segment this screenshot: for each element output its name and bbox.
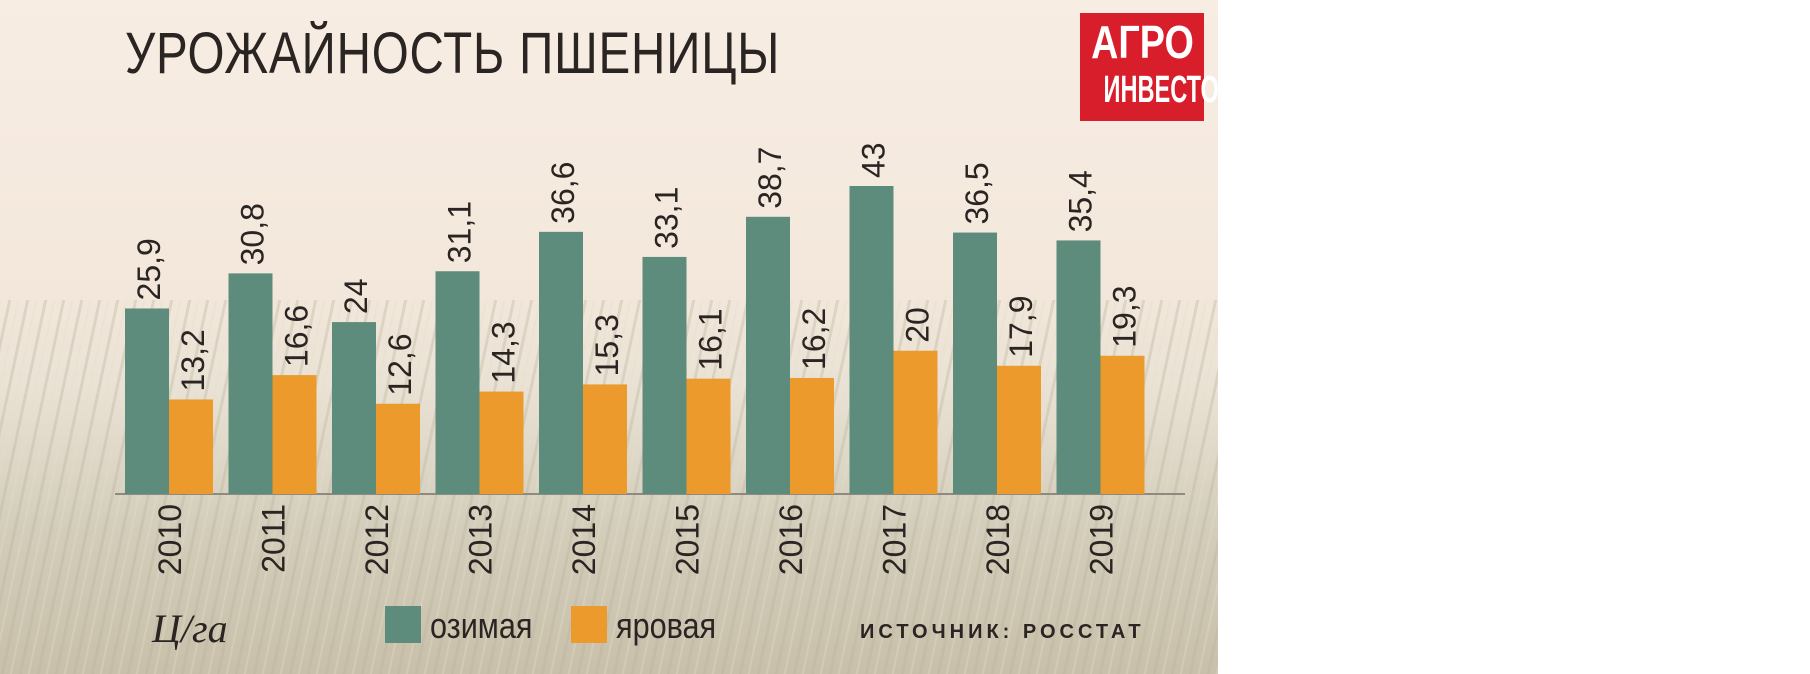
data-label-spring-2018: 17,9 [1003,296,1039,358]
data-label-winter-2019: 35,4 [1063,170,1099,232]
data-label-spring-2015: 16,1 [693,308,729,370]
x-tick-label-2013: 2013 [463,504,499,575]
bar-winter-2015 [642,256,687,494]
x-tick-label-2019: 2019 [1084,504,1120,575]
bar-spring-2016 [790,377,834,494]
chart-title: УРОЖАЙНОСТЬ ПШЕНИЦЫ [125,21,781,86]
infographic-panel: УРОЖАЙНОСТЬ ПШЕНИЦЫ АГРО ИНВЕСТОР 25,913… [0,0,1218,674]
x-tick-label-2012: 2012 [359,504,395,575]
x-tick-label-2010: 2010 [152,504,188,575]
data-label-winter-2011: 30,8 [235,203,271,265]
source-note: ИСТОЧНИК: РОССТАТ [860,621,1145,643]
bar-spring-2015 [686,378,731,494]
bar-spring-2010 [169,399,213,494]
bar-winter-2010 [125,308,169,494]
data-label-spring-2014: 15,3 [589,314,625,376]
x-tick-label-2016: 2016 [773,504,809,575]
bar-winter-2016 [746,216,790,495]
bar-winter-2012 [332,322,376,494]
legend-swatch-winter [385,606,421,643]
data-label-winter-2010: 25,9 [131,238,167,300]
data-label-spring-2019: 19,3 [1107,285,1143,347]
bar-spring-2012 [376,403,420,494]
x-tick-label-2015: 2015 [670,504,706,575]
bar-spring-2017 [893,350,938,494]
data-label-winter-2015: 33,1 [649,187,685,249]
bar-spring-2013 [479,391,524,494]
data-label-spring-2010: 13,2 [175,329,211,391]
legend-label-spring: яровая [616,605,717,646]
logo-line-1: АГРО [1091,16,1194,68]
bar-spring-2014 [583,384,627,494]
unit-label: Ц/га [152,606,228,651]
x-tick-label-2011: 2011 [256,504,292,573]
bar-winter-2019 [1056,240,1101,494]
bar-winter-2017 [849,186,894,494]
bar-winter-2014 [539,231,583,494]
data-label-winter-2012: 24 [338,278,374,314]
data-label-spring-2016: 16,2 [796,308,832,370]
x-tick-label-2018: 2018 [980,504,1016,575]
data-label-winter-2017: 43 [856,142,892,178]
x-tick-label-2014: 2014 [566,504,602,575]
bar-spring-2018 [997,365,1041,494]
legend-swatch-spring [571,606,607,643]
data-label-winter-2013: 31,1 [442,201,478,263]
data-label-winter-2014: 36,6 [545,162,581,224]
data-label-spring-2013: 14,3 [486,321,522,383]
bar-winter-2018 [953,232,997,494]
data-label-spring-2011: 16,6 [279,305,315,367]
x-tick-label-2017: 2017 [877,504,913,575]
agroinvestor-logo: АГРО ИНВЕСТОР [1080,13,1218,121]
data-label-spring-2012: 12,6 [382,333,418,395]
legend-label-winter: озимая [430,605,533,646]
data-label-winter-2018: 36,5 [959,162,995,224]
data-label-winter-2016: 38,7 [752,147,788,209]
bar-spring-2019 [1100,355,1145,494]
data-label-spring-2017: 20 [900,307,936,343]
bar-winter-2011 [228,273,273,494]
bar-winter-2013 [435,271,480,494]
bar-spring-2011 [272,375,317,494]
